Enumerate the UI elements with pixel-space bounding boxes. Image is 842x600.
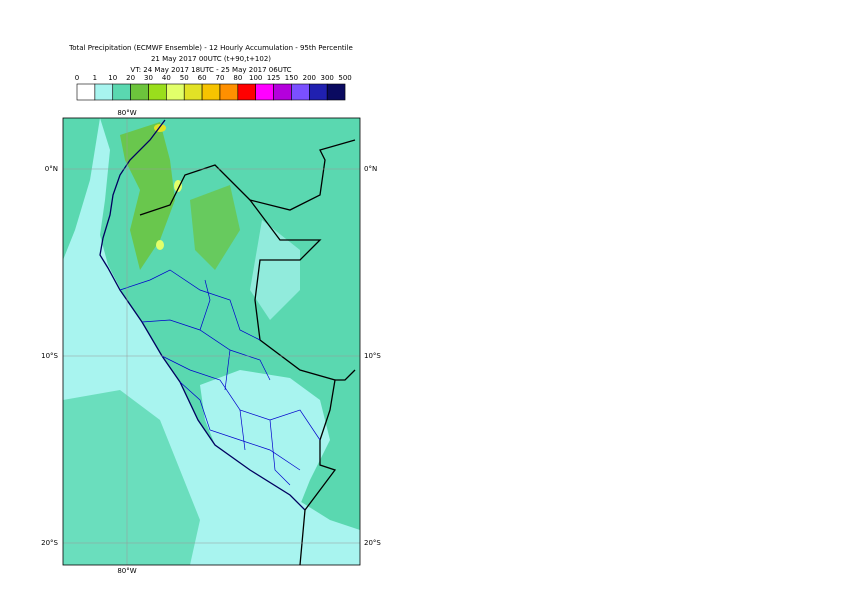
legend-label: 0 xyxy=(75,74,79,82)
title: Total Precipitation (ECMWF Ensemble) - 1… xyxy=(68,44,353,52)
legend-swatch xyxy=(326,83,346,101)
departments xyxy=(119,269,321,486)
wet-field xyxy=(190,185,240,270)
legend-label: 30 xyxy=(144,74,153,82)
legend-swatch xyxy=(273,83,292,101)
legend-swatch xyxy=(112,83,131,101)
legend-swatch xyxy=(94,83,114,101)
wet-field xyxy=(120,122,175,270)
legend-swatch xyxy=(183,83,203,101)
legend-swatch xyxy=(201,83,221,101)
legend-label: 100 xyxy=(249,74,262,82)
legend-label: 1 xyxy=(93,74,97,82)
legend-label: 150 xyxy=(285,74,298,82)
legend-label: 20 xyxy=(126,74,135,82)
run-time: 21 May 2017 00UTC (t+90,t+102) xyxy=(151,55,271,63)
legend-label: 125 xyxy=(267,74,280,82)
valid-time: VT: 24 May 2017 18UTC - 25 May 2017 06UT… xyxy=(130,66,291,74)
border xyxy=(335,369,356,381)
lon-label: 80°W xyxy=(117,567,136,575)
lat-label: 10°S xyxy=(41,352,58,360)
legend-label: 70 xyxy=(215,74,224,82)
legend-label: 50 xyxy=(180,74,189,82)
legend-swatch xyxy=(291,83,310,101)
legend-swatch xyxy=(130,83,149,101)
legend-swatch xyxy=(309,83,328,101)
wet-spot xyxy=(174,180,182,192)
lat-label: 0°N xyxy=(364,165,377,173)
map-frame xyxy=(62,117,361,566)
lat-label: 20°S xyxy=(364,539,381,547)
legend-label: 10 xyxy=(108,74,117,82)
graticule xyxy=(63,118,360,565)
peru-brazil-bolivia-border xyxy=(249,199,337,565)
teal-field xyxy=(63,390,200,565)
legend-label: 40 xyxy=(162,74,171,82)
legend-label: 80 xyxy=(233,74,242,82)
legend-label: 500 xyxy=(338,74,351,82)
lon-label: 80°W xyxy=(117,109,136,117)
legend-swatch xyxy=(237,83,257,101)
coastline xyxy=(99,119,306,511)
dry-field xyxy=(250,220,300,320)
legend-label: 200 xyxy=(303,74,316,82)
legend-swatch xyxy=(166,83,185,101)
borders xyxy=(99,119,356,565)
lat-label: 10°S xyxy=(364,352,381,360)
dry-field xyxy=(200,370,330,505)
legend-swatch xyxy=(76,83,96,101)
teal-field xyxy=(63,118,100,260)
lat-label: 0°N xyxy=(45,165,58,173)
map xyxy=(63,118,360,565)
teal-spot xyxy=(326,445,354,495)
legend: 0 1 10 20 30 40 50 60 70 80 100 125 150 200 300 500 xyxy=(75,74,352,101)
legend-swatch xyxy=(255,83,274,101)
lat-label: 20°S xyxy=(41,539,58,547)
legend-swatch xyxy=(219,83,239,101)
legend-label: 300 xyxy=(320,74,333,82)
ecuador-colombia-border xyxy=(139,139,356,216)
wet-spot xyxy=(154,124,166,132)
legend-swatch xyxy=(148,83,167,101)
wet-spot xyxy=(156,240,164,250)
legend-label: 60 xyxy=(198,74,207,82)
